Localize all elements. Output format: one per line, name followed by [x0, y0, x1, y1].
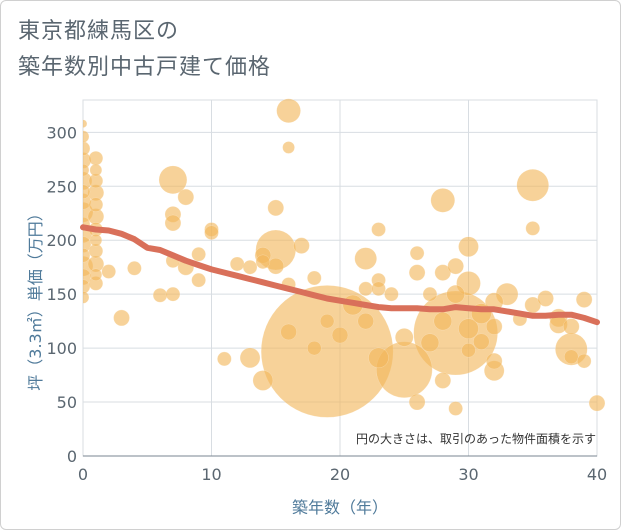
data-bubble: [485, 352, 503, 370]
x-tick-label: 0: [78, 465, 88, 484]
data-bubble: [358, 281, 373, 297]
data-bubble: [83, 248, 91, 263]
y-tick-label: 150: [46, 285, 77, 304]
data-bubble: [83, 119, 88, 128]
data-bubble: [516, 168, 549, 202]
data-bubble: [252, 370, 274, 391]
data-bubble: [88, 197, 104, 212]
data-bubble: [357, 312, 374, 330]
data-bubble: [395, 328, 414, 347]
data-bubble: [563, 318, 580, 335]
data-bubble: [83, 163, 90, 177]
data-bubble: [473, 333, 490, 350]
data-bubble: [408, 264, 426, 281]
data-bubble: [433, 311, 453, 331]
data-bubble: [152, 288, 168, 303]
data-bubble: [371, 222, 386, 237]
data-bubble: [485, 318, 503, 335]
bubble-size-note: 円の大きさは、取引のあった物件面積を示す: [356, 431, 596, 446]
data-bubble: [191, 247, 206, 262]
data-bubble: [458, 318, 479, 339]
data-bubble: [239, 347, 261, 369]
data-bubble: [293, 237, 310, 254]
data-bubble: [191, 272, 206, 288]
title-line-2: 築年数別中古戸建て価格: [18, 55, 272, 80]
x-tick-label: 20: [330, 465, 350, 484]
data-bubble: [89, 163, 103, 177]
data-bubble: [384, 286, 399, 302]
data-bubble: [204, 225, 219, 240]
data-bubble: [89, 233, 103, 247]
data-bubble: [307, 340, 322, 356]
x-tick-label: 10: [201, 465, 221, 484]
data-bubble: [164, 214, 182, 232]
data-bubble: [447, 257, 464, 275]
y-tick-label: 200: [46, 231, 77, 250]
data-bubble: [83, 291, 90, 304]
data-bubble: [177, 188, 195, 206]
data-bubble: [588, 394, 606, 412]
data-bubble: [422, 286, 438, 302]
data-bubble: [217, 351, 232, 367]
y-axis-label: 坪（3.3㎡）単価（万円）: [26, 205, 45, 390]
data-bubble: [458, 236, 479, 257]
data-bubble: [83, 141, 91, 156]
title-line-1: 東京都練馬区の: [18, 19, 180, 44]
data-bubble: [448, 401, 463, 416]
y-tick-label: 250: [46, 177, 77, 196]
bubble-layer: [83, 98, 606, 418]
data-bubble: [127, 261, 142, 276]
data-bubble: [430, 188, 456, 213]
data-bubble: [434, 372, 452, 389]
data-bubble: [354, 247, 377, 270]
y-tick-label: 0: [67, 447, 77, 466]
data-bubble: [280, 323, 297, 341]
data-bubble: [420, 333, 440, 352]
data-bubble: [113, 309, 130, 327]
data-bubble: [83, 184, 91, 199]
data-bubble: [158, 165, 188, 195]
data-bubble: [575, 291, 593, 308]
data-bubble: [89, 268, 103, 282]
data-bubble: [525, 221, 540, 236]
data-bubble: [371, 281, 386, 297]
data-bubble: [165, 286, 181, 302]
data-bubble: [307, 270, 322, 286]
data-bubble: [83, 130, 90, 143]
data-bubble: [461, 343, 476, 358]
x-tick-label: 40: [587, 465, 607, 484]
data-bubble: [564, 349, 579, 365]
y-tick-label: 300: [46, 123, 77, 142]
data-bubble: [434, 264, 452, 281]
data-bubble: [282, 141, 295, 154]
data-bubble: [409, 245, 425, 261]
tick-labels: 0 10 20 30 40 0 50 100 150 200 250 300: [46, 123, 607, 484]
data-bubble: [319, 313, 335, 329]
data-bubble: [576, 353, 592, 369]
data-bubble: [88, 151, 104, 166]
y-tick-label: 100: [46, 339, 77, 358]
data-bubble: [276, 98, 301, 124]
data-bubble: [83, 236, 92, 253]
x-axis-label: 築年数（年）: [292, 498, 388, 517]
data-bubble: [446, 284, 465, 304]
x-tick-label: 30: [458, 465, 478, 484]
data-bubble: [368, 347, 389, 369]
data-bubble: [408, 393, 426, 411]
data-bubble: [267, 199, 284, 217]
data-bubble: [267, 257, 284, 275]
data-bubble: [255, 254, 271, 270]
data-bubble: [242, 259, 258, 275]
data-bubble: [537, 290, 554, 307]
y-tick-label: 50: [57, 393, 77, 412]
data-bubble: [331, 326, 349, 344]
chart-title: 東京都練馬区の 築年数別中古戸建て価格: [18, 14, 271, 86]
data-bubble: [101, 264, 116, 279]
data-bubble: [229, 256, 245, 272]
trend-line: [80, 224, 600, 326]
